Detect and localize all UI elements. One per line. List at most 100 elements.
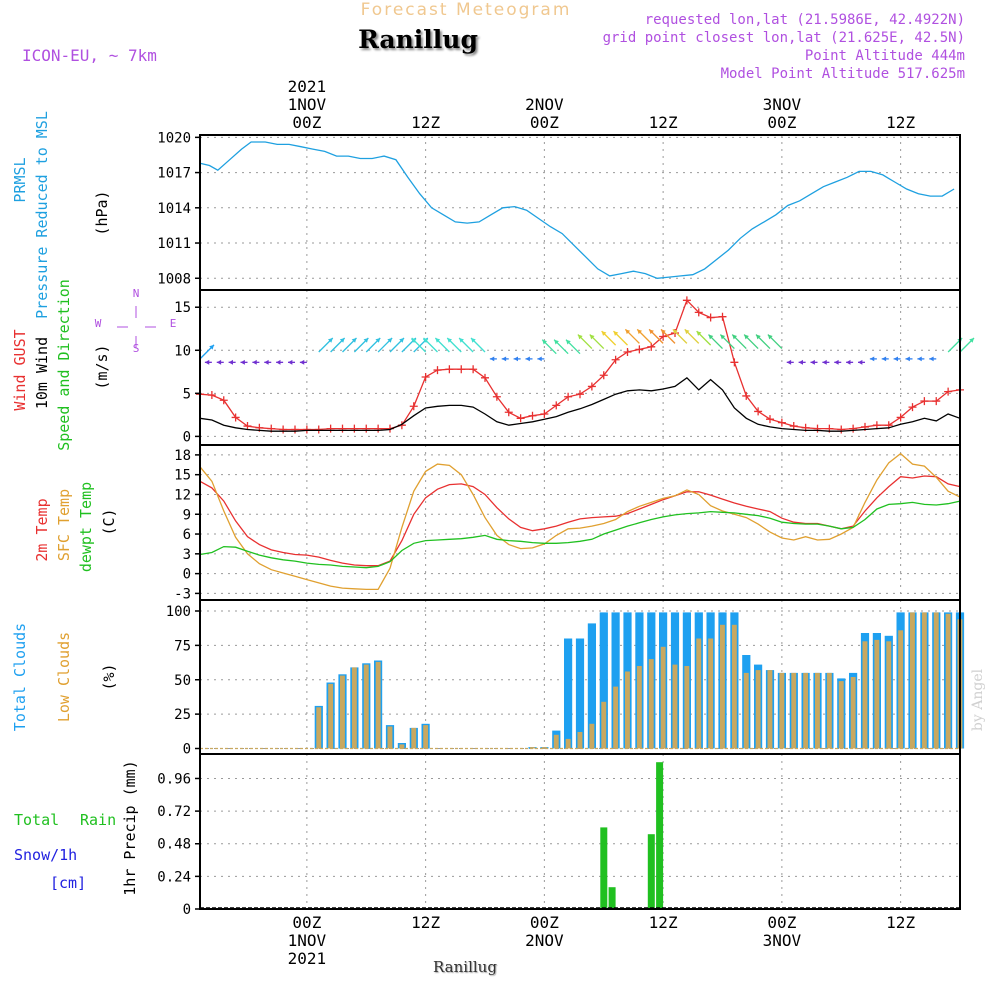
low-cloud-bar — [553, 734, 559, 749]
wind-arrow-head — [423, 338, 429, 343]
top-time-label: 12Z — [649, 113, 678, 132]
top-time-label: 2NOV — [525, 95, 564, 114]
wind-arrow-head — [240, 359, 245, 365]
wind-arrow-head — [696, 331, 702, 336]
gust-point — [766, 415, 774, 424]
gust-point — [742, 391, 751, 400]
y-tick-label: 0.48 — [157, 837, 191, 853]
wind-arrow-head — [339, 338, 345, 343]
wind-arrow-head — [720, 334, 726, 340]
top-time-label: 1NOV — [288, 95, 327, 114]
gust-point — [718, 312, 727, 321]
bottom-time-label: 3NOV — [763, 931, 802, 950]
panel-pressure — [200, 135, 960, 290]
low-cloud-bar — [826, 672, 832, 749]
gust-point — [564, 392, 573, 401]
gust-point — [944, 387, 953, 396]
low-cloud-bar — [767, 670, 773, 749]
low-cloud-bar — [636, 666, 642, 749]
low-cloud-bar — [791, 672, 797, 749]
gust-point — [362, 424, 371, 433]
panel-frame — [199, 753, 961, 910]
gust-point — [231, 413, 240, 422]
wind-arrow-head — [459, 338, 464, 343]
gust-point — [849, 424, 858, 433]
closest-coords: grid point closest lon,lat (21.625E, 42.… — [603, 30, 965, 46]
pressure-unit-label: (hPa) — [93, 190, 111, 235]
wind-arrow-head — [489, 356, 495, 362]
wind-arrow-head — [375, 338, 381, 343]
compass-s: S — [133, 342, 140, 355]
gust-point — [908, 403, 917, 412]
total-cloud-bar — [599, 612, 608, 749]
gust-point — [706, 313, 715, 322]
low-cloud-bar — [672, 664, 678, 749]
low-cloud-bar — [613, 686, 619, 749]
low-cloud-bar — [375, 661, 381, 749]
low-cloud-bar — [363, 664, 369, 749]
pressure-label: PRMSL — [11, 157, 29, 202]
y-tick-label: 0.24 — [157, 869, 191, 885]
panel-temperature — [200, 445, 960, 600]
low-cloud-bar — [755, 670, 761, 749]
gust-point — [694, 308, 703, 317]
gust-point — [504, 408, 513, 417]
y-tick-label: 5 — [183, 386, 191, 402]
gust-point — [492, 392, 501, 401]
wind-arrow-head — [542, 339, 548, 345]
gust-point — [896, 413, 905, 422]
y-tick-label: 0.96 — [157, 771, 191, 787]
low-cloud-bar — [862, 641, 868, 749]
y-tick-label: 0 — [183, 567, 191, 583]
wind-arrow-head — [411, 338, 417, 343]
gust-point — [730, 358, 739, 367]
wind-label: 10m Wind — [33, 337, 51, 409]
wind-arrow-head — [732, 334, 738, 340]
low-cloud-bar — [731, 624, 737, 749]
bottom-time-label: 2021 — [288, 949, 327, 968]
low-cloud-bar — [340, 675, 345, 749]
temperature-series-line — [199, 500, 961, 569]
low-cloud-bar — [399, 744, 405, 749]
gust-point — [219, 396, 228, 405]
wind-arrow-head — [684, 329, 690, 335]
credit-watermark: by Angel — [970, 668, 986, 731]
wind-arrow-head — [204, 359, 210, 365]
panel-wind — [200, 290, 960, 445]
wind-arrow-head — [537, 356, 542, 362]
gust-point — [528, 411, 537, 420]
y-tick-label: 0 — [183, 429, 191, 445]
wind-direction-label: Speed and Direction — [55, 279, 73, 451]
gust-point — [754, 407, 763, 416]
low-cloud-bar — [387, 726, 393, 749]
low-cloud-bar — [565, 738, 571, 749]
wind-arrow-head — [822, 359, 827, 365]
y-tick-label: 18 — [174, 448, 191, 464]
gust-point — [433, 366, 442, 375]
wind-arrow-head — [637, 329, 643, 335]
wind-unit-label: (m/s) — [93, 344, 111, 389]
rain-bar — [656, 762, 664, 909]
gust-point — [623, 348, 632, 356]
gust-point — [540, 410, 549, 418]
low-cloud-bar — [696, 638, 702, 749]
wind-arrow-head — [363, 338, 369, 343]
wind-arrow-head — [798, 359, 804, 365]
wind-arrow-head — [708, 334, 714, 340]
low-cloud-bar — [850, 677, 856, 749]
y-tick-label: -3 — [174, 586, 191, 602]
wind-arrow-head — [589, 334, 595, 340]
low-cloud-bar — [411, 727, 417, 749]
gust-point — [552, 401, 561, 410]
low-cloud-bar — [589, 723, 595, 749]
total-cloud-bar — [564, 638, 573, 749]
gust-point — [516, 414, 525, 423]
wind-arrow-head — [264, 359, 269, 365]
product-title: Forecast Meteogram — [361, 0, 572, 20]
gust-point — [445, 365, 454, 374]
wind-arrow-head — [299, 359, 305, 365]
wind-arrow-head — [216, 359, 222, 365]
gust-point — [409, 402, 418, 411]
wind-arrow-head — [905, 356, 910, 362]
